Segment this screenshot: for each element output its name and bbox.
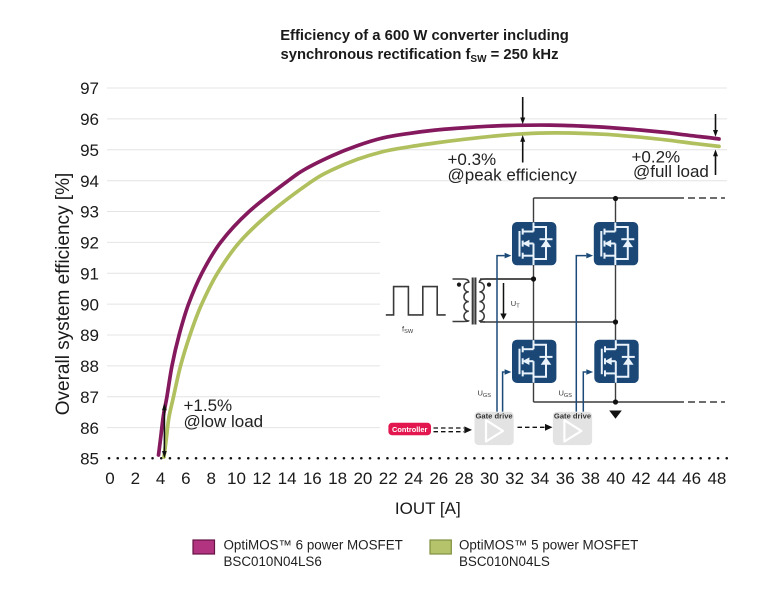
svg-text:IOUT [A]: IOUT [A] [395, 499, 461, 518]
svg-text:97: 97 [80, 79, 99, 98]
svg-text:4: 4 [156, 469, 165, 488]
svg-text:86: 86 [80, 419, 99, 438]
svg-text:6: 6 [181, 469, 190, 488]
svg-text:42: 42 [632, 469, 651, 488]
svg-text:@low load: @low load [184, 412, 264, 431]
svg-text:12: 12 [252, 469, 271, 488]
svg-text:85: 85 [80, 450, 99, 469]
svg-text:95: 95 [80, 141, 99, 160]
svg-text:BSC010N04LS: BSC010N04LS [459, 554, 550, 569]
svg-text:@peak efficiency: @peak efficiency [448, 165, 578, 184]
svg-text:46: 46 [682, 469, 701, 488]
svg-text:16: 16 [303, 469, 322, 488]
svg-text:fSW: fSW [402, 325, 414, 335]
svg-text:Efficiency of a 600 W converte: Efficiency of a 600 W converter includin… [280, 28, 569, 44]
svg-text:0: 0 [105, 469, 114, 488]
svg-text:92: 92 [80, 234, 99, 253]
svg-text:30: 30 [480, 469, 499, 488]
svg-text:BSC010N04LS6: BSC010N04LS6 [224, 554, 322, 569]
svg-text:14: 14 [278, 469, 297, 488]
svg-text:32: 32 [505, 469, 524, 488]
svg-text:+0.2%: +0.2% [632, 147, 681, 166]
svg-text:26: 26 [429, 469, 448, 488]
svg-text:34: 34 [530, 469, 549, 488]
svg-text:UT: UT [511, 299, 520, 309]
svg-text:Gate drive: Gate drive [554, 412, 591, 421]
svg-text:87: 87 [80, 388, 99, 407]
svg-text:10: 10 [227, 469, 246, 488]
svg-text:94: 94 [80, 172, 99, 191]
svg-text:28: 28 [455, 469, 474, 488]
svg-text:18: 18 [328, 469, 347, 488]
svg-text:OptiMOS™ 6 power MOSFET: OptiMOS™ 6 power MOSFET [224, 537, 403, 552]
svg-text:8: 8 [206, 469, 215, 488]
svg-text:OptiMOS™ 5 power MOSFET: OptiMOS™ 5 power MOSFET [459, 537, 638, 552]
svg-text:96: 96 [80, 110, 99, 129]
svg-text:89: 89 [80, 326, 99, 345]
svg-text:22: 22 [379, 469, 398, 488]
svg-text:+1.5%: +1.5% [184, 396, 233, 415]
svg-text:24: 24 [404, 469, 423, 488]
svg-text:+0.3%: +0.3% [448, 150, 497, 169]
svg-text:44: 44 [657, 469, 676, 488]
svg-text:20: 20 [353, 469, 372, 488]
svg-text:36: 36 [556, 469, 575, 488]
svg-text:2: 2 [131, 469, 140, 488]
svg-text:48: 48 [707, 469, 726, 488]
svg-text:90: 90 [80, 295, 99, 314]
svg-text:40: 40 [606, 469, 625, 488]
svg-text:@full load: @full load [633, 162, 709, 181]
svg-text:synchronous rectification fSW: synchronous rectification fSW = 250 kHz [280, 47, 558, 65]
svg-text:88: 88 [80, 357, 99, 376]
svg-text:91: 91 [80, 265, 99, 284]
svg-text:UGS: UGS [559, 389, 573, 399]
svg-text:93: 93 [80, 203, 99, 222]
svg-text:38: 38 [581, 469, 600, 488]
svg-text:Controller: Controller [392, 425, 427, 434]
svg-text:UGS: UGS [478, 389, 492, 399]
svg-text:Overall system efficiency [%]: Overall system efficiency [%] [53, 173, 74, 416]
svg-text:Gate drive: Gate drive [476, 412, 513, 421]
